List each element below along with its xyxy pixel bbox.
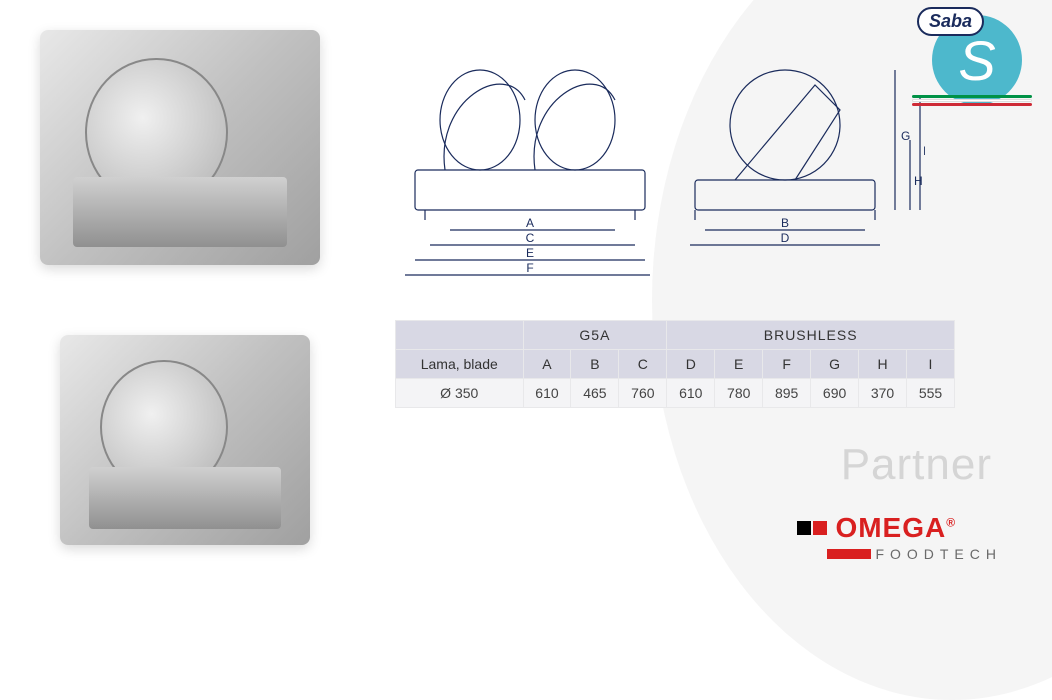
- table-variant: BRUSHLESS: [667, 321, 955, 350]
- saba-brand-text: Saba: [917, 7, 984, 36]
- val-C: 760: [619, 379, 667, 408]
- val-A: 610: [523, 379, 571, 408]
- dim-label-h: H: [914, 174, 923, 188]
- col-A: A: [523, 350, 571, 379]
- dim-label-c: C: [526, 231, 535, 245]
- saba-letter: S: [958, 28, 995, 93]
- omega-square-black: [797, 521, 811, 535]
- flag-green: [912, 95, 1032, 98]
- val-B: 465: [571, 379, 619, 408]
- dim-label-e: E: [526, 246, 534, 260]
- dim-label-f: F: [526, 261, 533, 275]
- omega-logo: OMEGA® FOODTECH: [797, 512, 1002, 562]
- dim-label-g: G: [901, 129, 910, 143]
- blade-diameter: Ø 350: [396, 379, 524, 408]
- table-row-label: Lama, blade: [396, 350, 524, 379]
- omega-brand: OMEGA®: [835, 512, 956, 544]
- col-D: D: [667, 350, 715, 379]
- product-photo-front: [40, 30, 320, 265]
- col-B: B: [571, 350, 619, 379]
- val-I: 555: [907, 379, 955, 408]
- flag-red: [912, 103, 1032, 106]
- omega-square-red: [813, 521, 827, 535]
- val-F: 895: [763, 379, 811, 408]
- table-model: G5A: [523, 321, 667, 350]
- dim-label-d: D: [781, 231, 790, 245]
- flag-white: [912, 99, 1032, 102]
- val-G: 690: [811, 379, 859, 408]
- italy-flag-stripes: [912, 95, 1032, 110]
- saba-badge: S Saba: [932, 15, 1022, 105]
- val-D: 610: [667, 379, 715, 408]
- col-H: H: [859, 350, 907, 379]
- product-photo-side: [60, 335, 310, 545]
- technical-drawing: A C E F B D G H I: [395, 40, 925, 290]
- saba-circle: S Saba: [932, 15, 1022, 105]
- dim-label-b: B: [781, 216, 789, 230]
- val-E: 780: [715, 379, 763, 408]
- val-H: 370: [859, 379, 907, 408]
- col-F: F: [763, 350, 811, 379]
- dim-label-a: A: [526, 216, 534, 230]
- spec-table: G5A BRUSHLESS Lama, blade A B C D E F G …: [395, 320, 955, 408]
- omega-subbrand: FOODTECH: [875, 546, 1002, 562]
- partner-label: Partner: [841, 440, 992, 490]
- col-G: G: [811, 350, 859, 379]
- col-C: C: [619, 350, 667, 379]
- col-E: E: [715, 350, 763, 379]
- dim-label-i: I: [923, 144, 925, 158]
- omega-bar: [827, 549, 871, 559]
- col-I: I: [907, 350, 955, 379]
